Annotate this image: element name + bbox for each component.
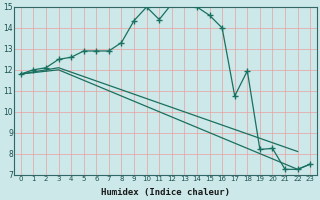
X-axis label: Humidex (Indice chaleur): Humidex (Indice chaleur) — [101, 188, 230, 197]
